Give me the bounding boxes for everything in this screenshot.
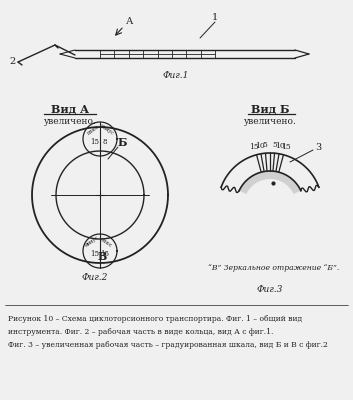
Text: плюс: плюс bbox=[87, 124, 101, 136]
Text: увеличено.: увеличено. bbox=[43, 116, 96, 126]
Text: Вид А: Вид А bbox=[51, 104, 89, 114]
Text: 10: 10 bbox=[255, 142, 264, 150]
Text: 8: 8 bbox=[103, 138, 107, 146]
Text: Фиг.3: Фиг.3 bbox=[257, 286, 283, 294]
Text: Фиг.2: Фиг.2 bbox=[82, 272, 108, 282]
Text: увеличено.: увеличено. bbox=[244, 116, 297, 126]
Text: Фиг. 3 – увеличенная рабочая часть – градуированная шкала, вид Б и В с фиг.2: Фиг. 3 – увеличенная рабочая часть – гра… bbox=[8, 341, 328, 349]
Text: Б: Б bbox=[117, 138, 127, 148]
Text: В: В bbox=[97, 252, 107, 262]
Text: 10: 10 bbox=[276, 142, 285, 150]
Text: минус: минус bbox=[84, 235, 100, 248]
Text: 15: 15 bbox=[90, 250, 100, 258]
Text: 5: 5 bbox=[273, 141, 278, 149]
Text: Вид Б: Вид Б bbox=[251, 104, 289, 114]
Text: инструмента. Фиг. 2 – рабочая часть в виде кольца, вид А с фиг.1.: инструмента. Фиг. 2 – рабочая часть в ви… bbox=[8, 328, 273, 336]
Polygon shape bbox=[239, 171, 301, 194]
Text: 15: 15 bbox=[281, 143, 291, 151]
Text: 15: 15 bbox=[250, 143, 259, 151]
Text: “В” Зеркальное отражение “Б”.: “В” Зеркальное отражение “Б”. bbox=[208, 264, 339, 272]
Text: 15: 15 bbox=[101, 250, 109, 258]
Text: 2: 2 bbox=[9, 58, 15, 66]
Text: плюс: плюс bbox=[99, 236, 113, 248]
Text: А: А bbox=[126, 18, 134, 26]
Text: Фиг.1: Фиг.1 bbox=[163, 70, 189, 80]
Text: 3: 3 bbox=[315, 142, 321, 152]
Text: минус: минус bbox=[99, 123, 115, 136]
Text: 5: 5 bbox=[262, 141, 267, 149]
Text: Рисунок 10 – Схема циклоторсионного транспортира. Фиг. 1 – общий вид: Рисунок 10 – Схема циклоторсионного тран… bbox=[8, 315, 302, 323]
Text: 15: 15 bbox=[90, 138, 100, 146]
Text: 1: 1 bbox=[212, 14, 218, 22]
